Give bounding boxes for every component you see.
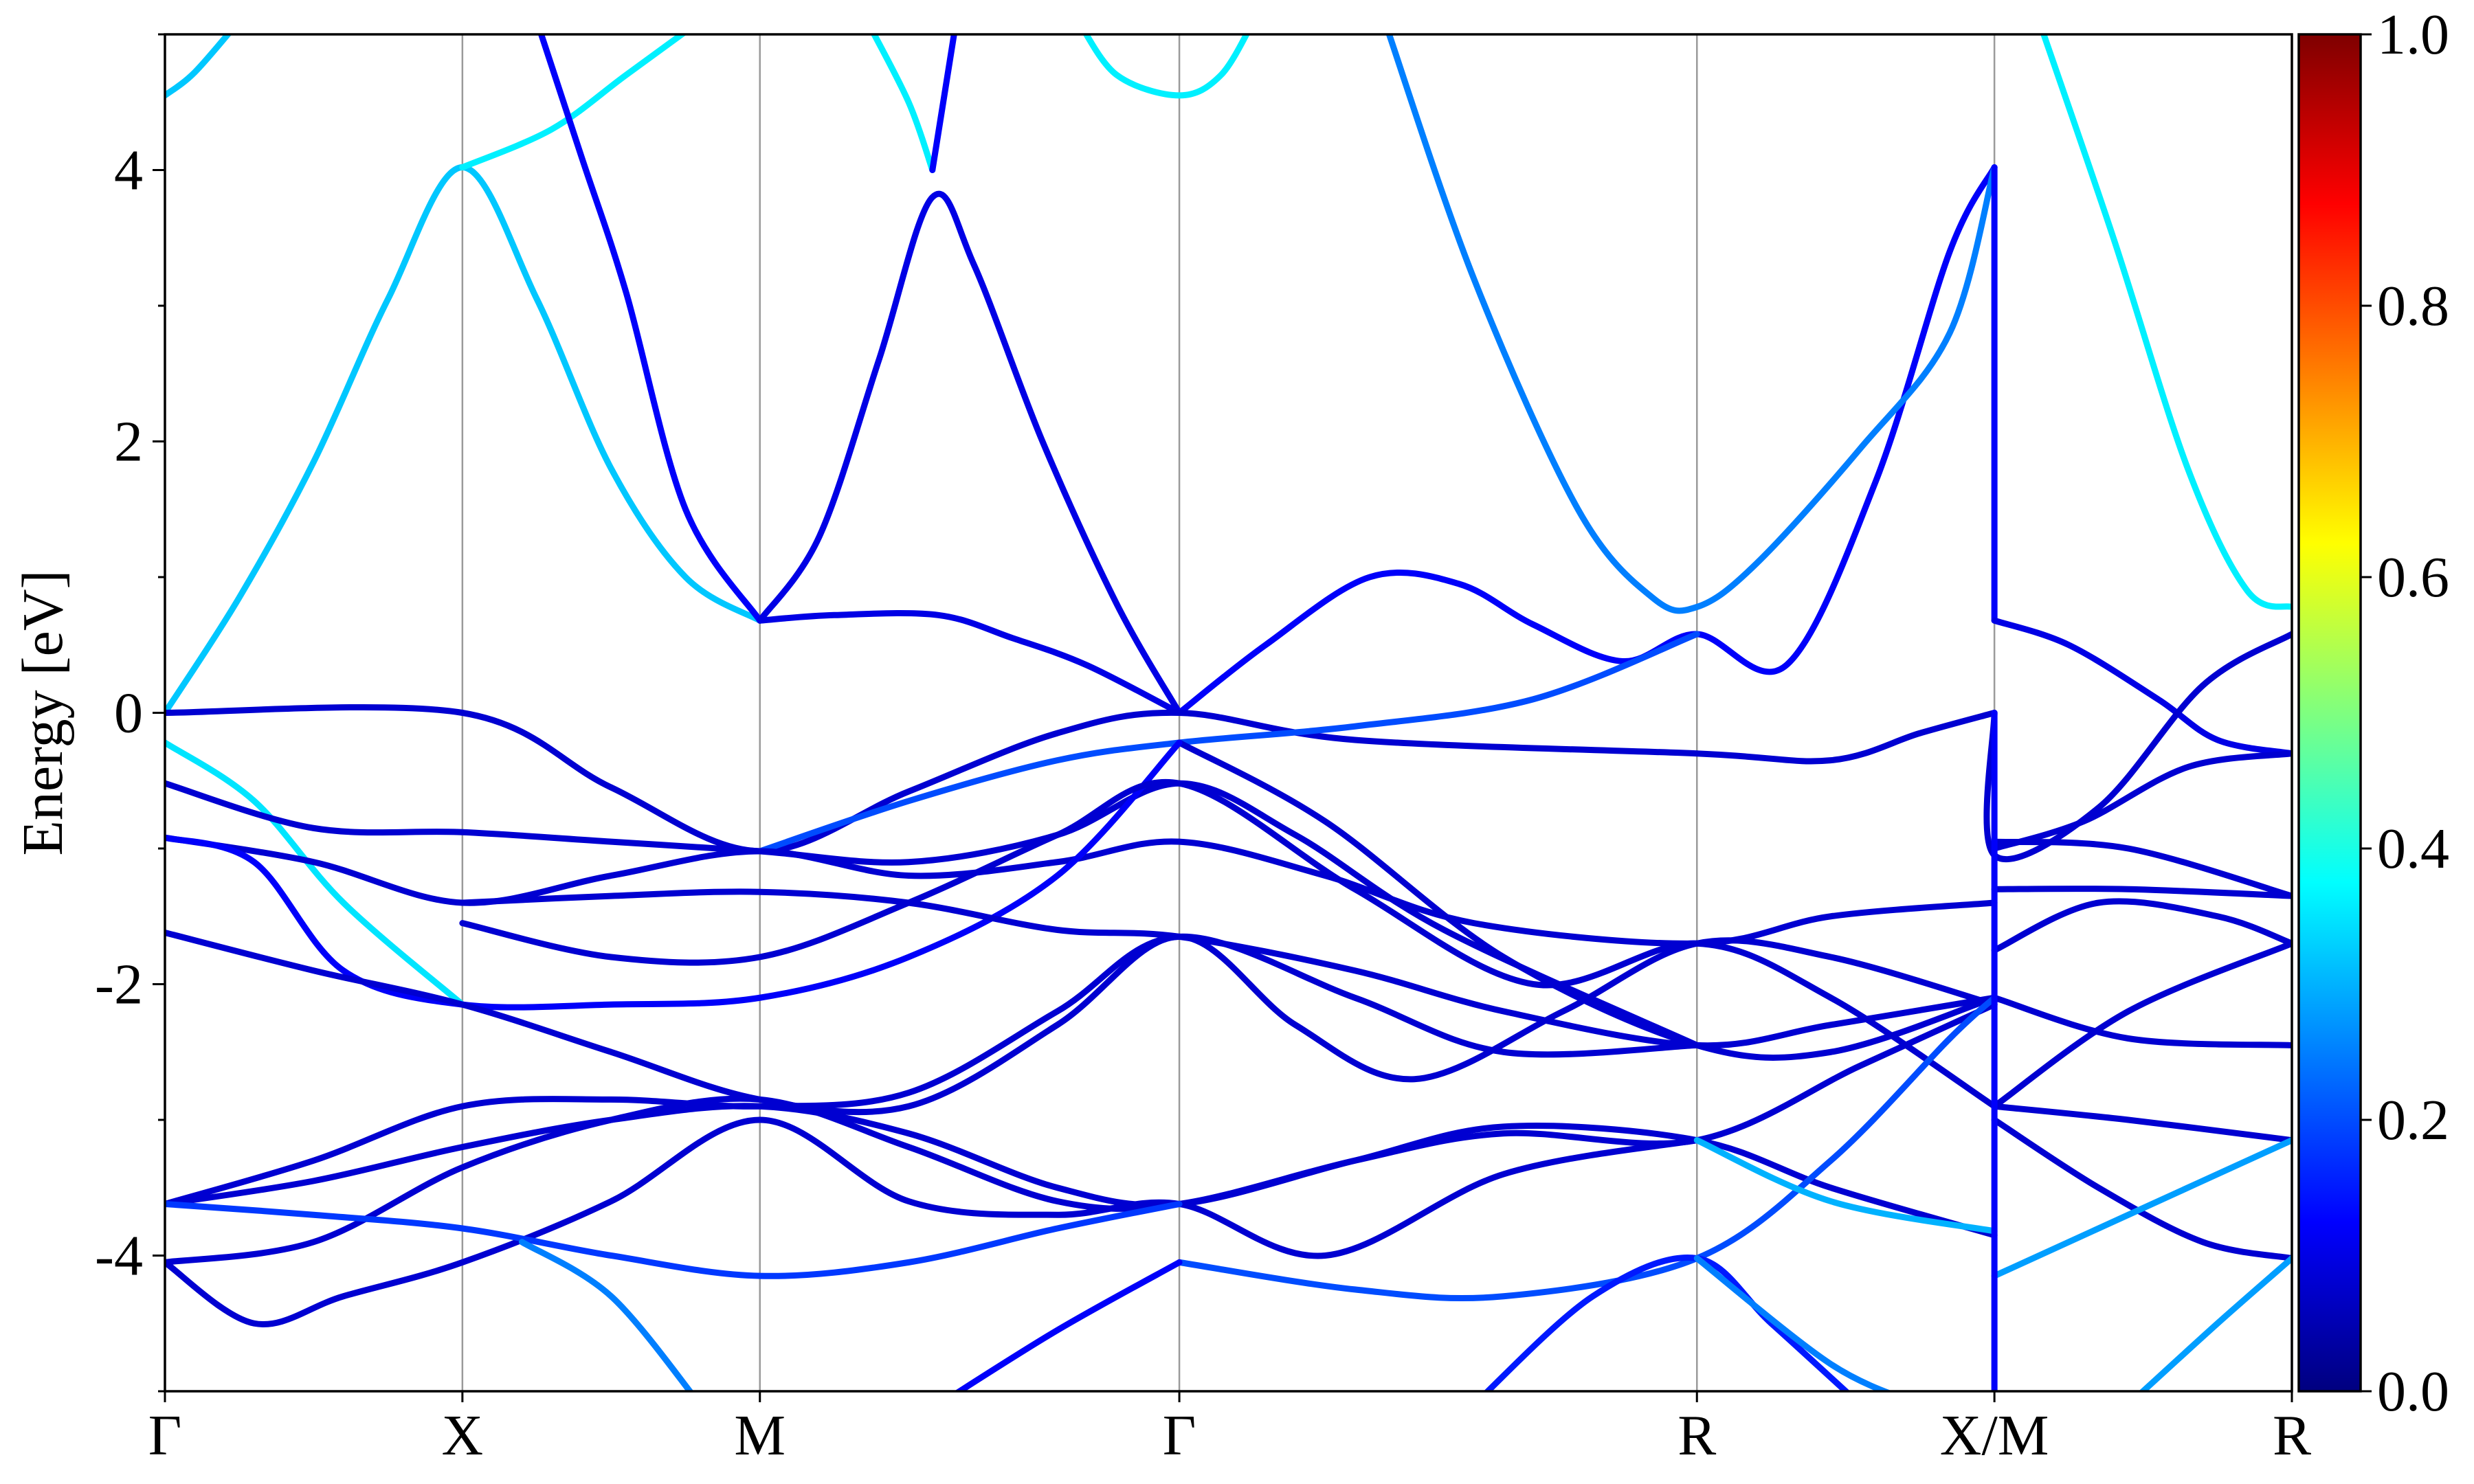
band-line — [518, 1239, 694, 1391]
band-line — [165, 34, 232, 99]
band-line — [165, 704, 1998, 855]
y-tick-label: -4 — [95, 1224, 143, 1288]
x-tick-label: X/M — [1940, 1404, 2049, 1468]
x-axis: Γ X M Γ R X/M R — [148, 1391, 2311, 1468]
band-line — [1991, 1103, 2292, 1144]
y-tick-label: -2 — [95, 953, 143, 1017]
x-tick-label: R — [1678, 1404, 1716, 1468]
band-line — [1991, 940, 2292, 1110]
band-line — [870, 34, 936, 173]
colorbar-tick-label: 1.0 — [2377, 3, 2449, 67]
band-line — [757, 190, 1183, 716]
band-line — [757, 609, 1183, 716]
x-tick-label: X — [442, 1404, 484, 1468]
band-line — [1983, 631, 2292, 862]
band-line — [1693, 1137, 1998, 1235]
band-line — [1693, 1255, 1893, 1391]
band-line — [165, 933, 1700, 1207]
y-tick-label: 2 — [114, 410, 143, 474]
colorbar-tick-label: 0.8 — [2377, 274, 2449, 338]
band-line — [1176, 994, 1998, 1302]
band-line — [1991, 886, 2292, 899]
x-tick-label: M — [734, 1404, 785, 1468]
band-line — [165, 1116, 1700, 1327]
band-line — [1176, 164, 1998, 716]
band-line — [165, 739, 466, 1008]
band-line — [929, 34, 957, 173]
band-line — [1991, 750, 2292, 852]
y-tick-label: 4 — [114, 139, 143, 203]
band-line — [1991, 994, 2292, 1048]
colorbar-frame — [2297, 33, 2362, 1393]
band-line — [757, 631, 1700, 855]
band-line — [1991, 617, 2292, 757]
y-tick-label: 0 — [114, 682, 143, 745]
band-line — [1385, 34, 1998, 614]
band-line — [954, 1259, 1183, 1391]
band-line — [165, 739, 1183, 1011]
band-line — [165, 1200, 1183, 1279]
x-tick-label: R — [2273, 1404, 2311, 1468]
band-line — [2138, 1255, 2292, 1391]
bands — [165, 34, 2292, 1391]
x-tick-label: Γ — [1163, 1404, 1196, 1468]
band-line — [2040, 34, 2292, 610]
band-line — [459, 888, 1998, 1049]
band-line — [165, 929, 1998, 1116]
band-line — [1991, 898, 2292, 954]
band-line — [1483, 1255, 1851, 1391]
band-line — [1991, 1137, 2292, 1279]
x-tick-label: Γ — [148, 1404, 182, 1468]
colorbar — [2299, 34, 2361, 1391]
band-line — [537, 34, 764, 624]
colorbar-ticks: 0.0 0.2 0.4 0.6 0.8 1.0 — [2361, 3, 2449, 1424]
colorbar-tick-label: 0.2 — [2377, 1088, 2449, 1152]
band-line — [459, 779, 1998, 1110]
kpoint-lines — [461, 34, 1996, 1391]
band-line — [459, 34, 687, 171]
colorbar-tick-label: 0.0 — [2377, 1360, 2449, 1424]
band-line — [165, 164, 764, 716]
plot-frame — [164, 33, 2293, 1393]
band-line — [1082, 34, 1250, 99]
colorbar-tick-label: 0.6 — [2377, 546, 2449, 609]
band-line — [1991, 1116, 2292, 1261]
band-line — [1176, 739, 1998, 1061]
y-axis-title: Energy [eV] — [11, 570, 75, 856]
y-axis: -4 -2 0 2 4 — [95, 33, 165, 1393]
colorbar-tick-label: 0.4 — [2377, 817, 2449, 881]
band-line — [165, 780, 1700, 1048]
band-line — [1991, 838, 2292, 899]
